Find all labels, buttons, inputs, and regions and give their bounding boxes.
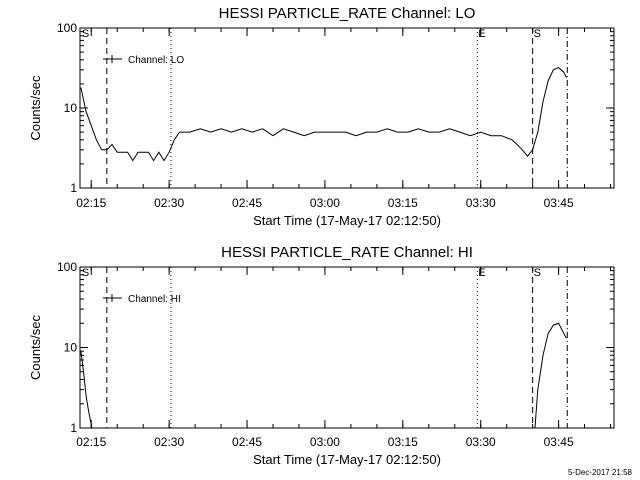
x-tick-label: 02:15 <box>76 196 106 210</box>
y-tick-label: 10 <box>64 101 78 115</box>
x-tick-label: 02:45 <box>232 435 262 449</box>
x-tick-label: 02:30 <box>154 196 184 210</box>
y-axis-label: Counts/sec <box>28 314 43 380</box>
x-axis-label: Start Time (17-May-17 02:12:50) <box>253 452 441 467</box>
y-axis-label: Counts/sec <box>28 75 43 141</box>
legend-label: Channel: LO <box>128 55 184 66</box>
event-marker-label: S <box>534 28 541 40</box>
y-tick-label: 1 <box>70 421 77 435</box>
series-line <box>80 322 567 428</box>
x-axis-label: Start Time (17-May-17 02:12:50) <box>253 213 441 228</box>
series-line <box>80 67 567 162</box>
y-tick-label: 100 <box>57 260 77 274</box>
x-tick-label: 03:15 <box>388 435 418 449</box>
event-marker-label: S <box>82 267 89 279</box>
y-tick-label: 100 <box>57 21 77 35</box>
plot-frame <box>79 266 615 429</box>
footer-timestamp: 5-Dec-2017 21:58 <box>568 468 633 477</box>
chart-title: HESSI PARTICLE_RATE Channel: LO <box>219 5 476 22</box>
x-tick-label: 02:45 <box>232 196 262 210</box>
event-marker-label: E <box>478 28 485 40</box>
event-marker-label: S <box>82 28 89 40</box>
chart-title: HESSI PARTICLE_RATE Channel: HI <box>221 244 473 261</box>
event-marker-label: E <box>478 267 485 279</box>
x-tick-label: 03:00 <box>310 435 340 449</box>
x-tick-label: 02:30 <box>154 435 184 449</box>
y-tick-label: 1 <box>70 181 77 195</box>
plot-frame <box>79 27 615 189</box>
x-tick-label: 03:30 <box>466 196 496 210</box>
x-tick-label: 03:45 <box>544 435 574 449</box>
event-marker-label: S <box>534 267 541 279</box>
legend-label: Channel: HI <box>128 294 181 305</box>
x-tick-label: 02:15 <box>76 435 106 449</box>
x-tick-label: 03:45 <box>544 196 574 210</box>
y-tick-label: 10 <box>64 341 78 355</box>
x-tick-label: 03:00 <box>310 196 340 210</box>
x-tick-label: 03:30 <box>466 435 496 449</box>
x-tick-label: 03:15 <box>388 196 418 210</box>
